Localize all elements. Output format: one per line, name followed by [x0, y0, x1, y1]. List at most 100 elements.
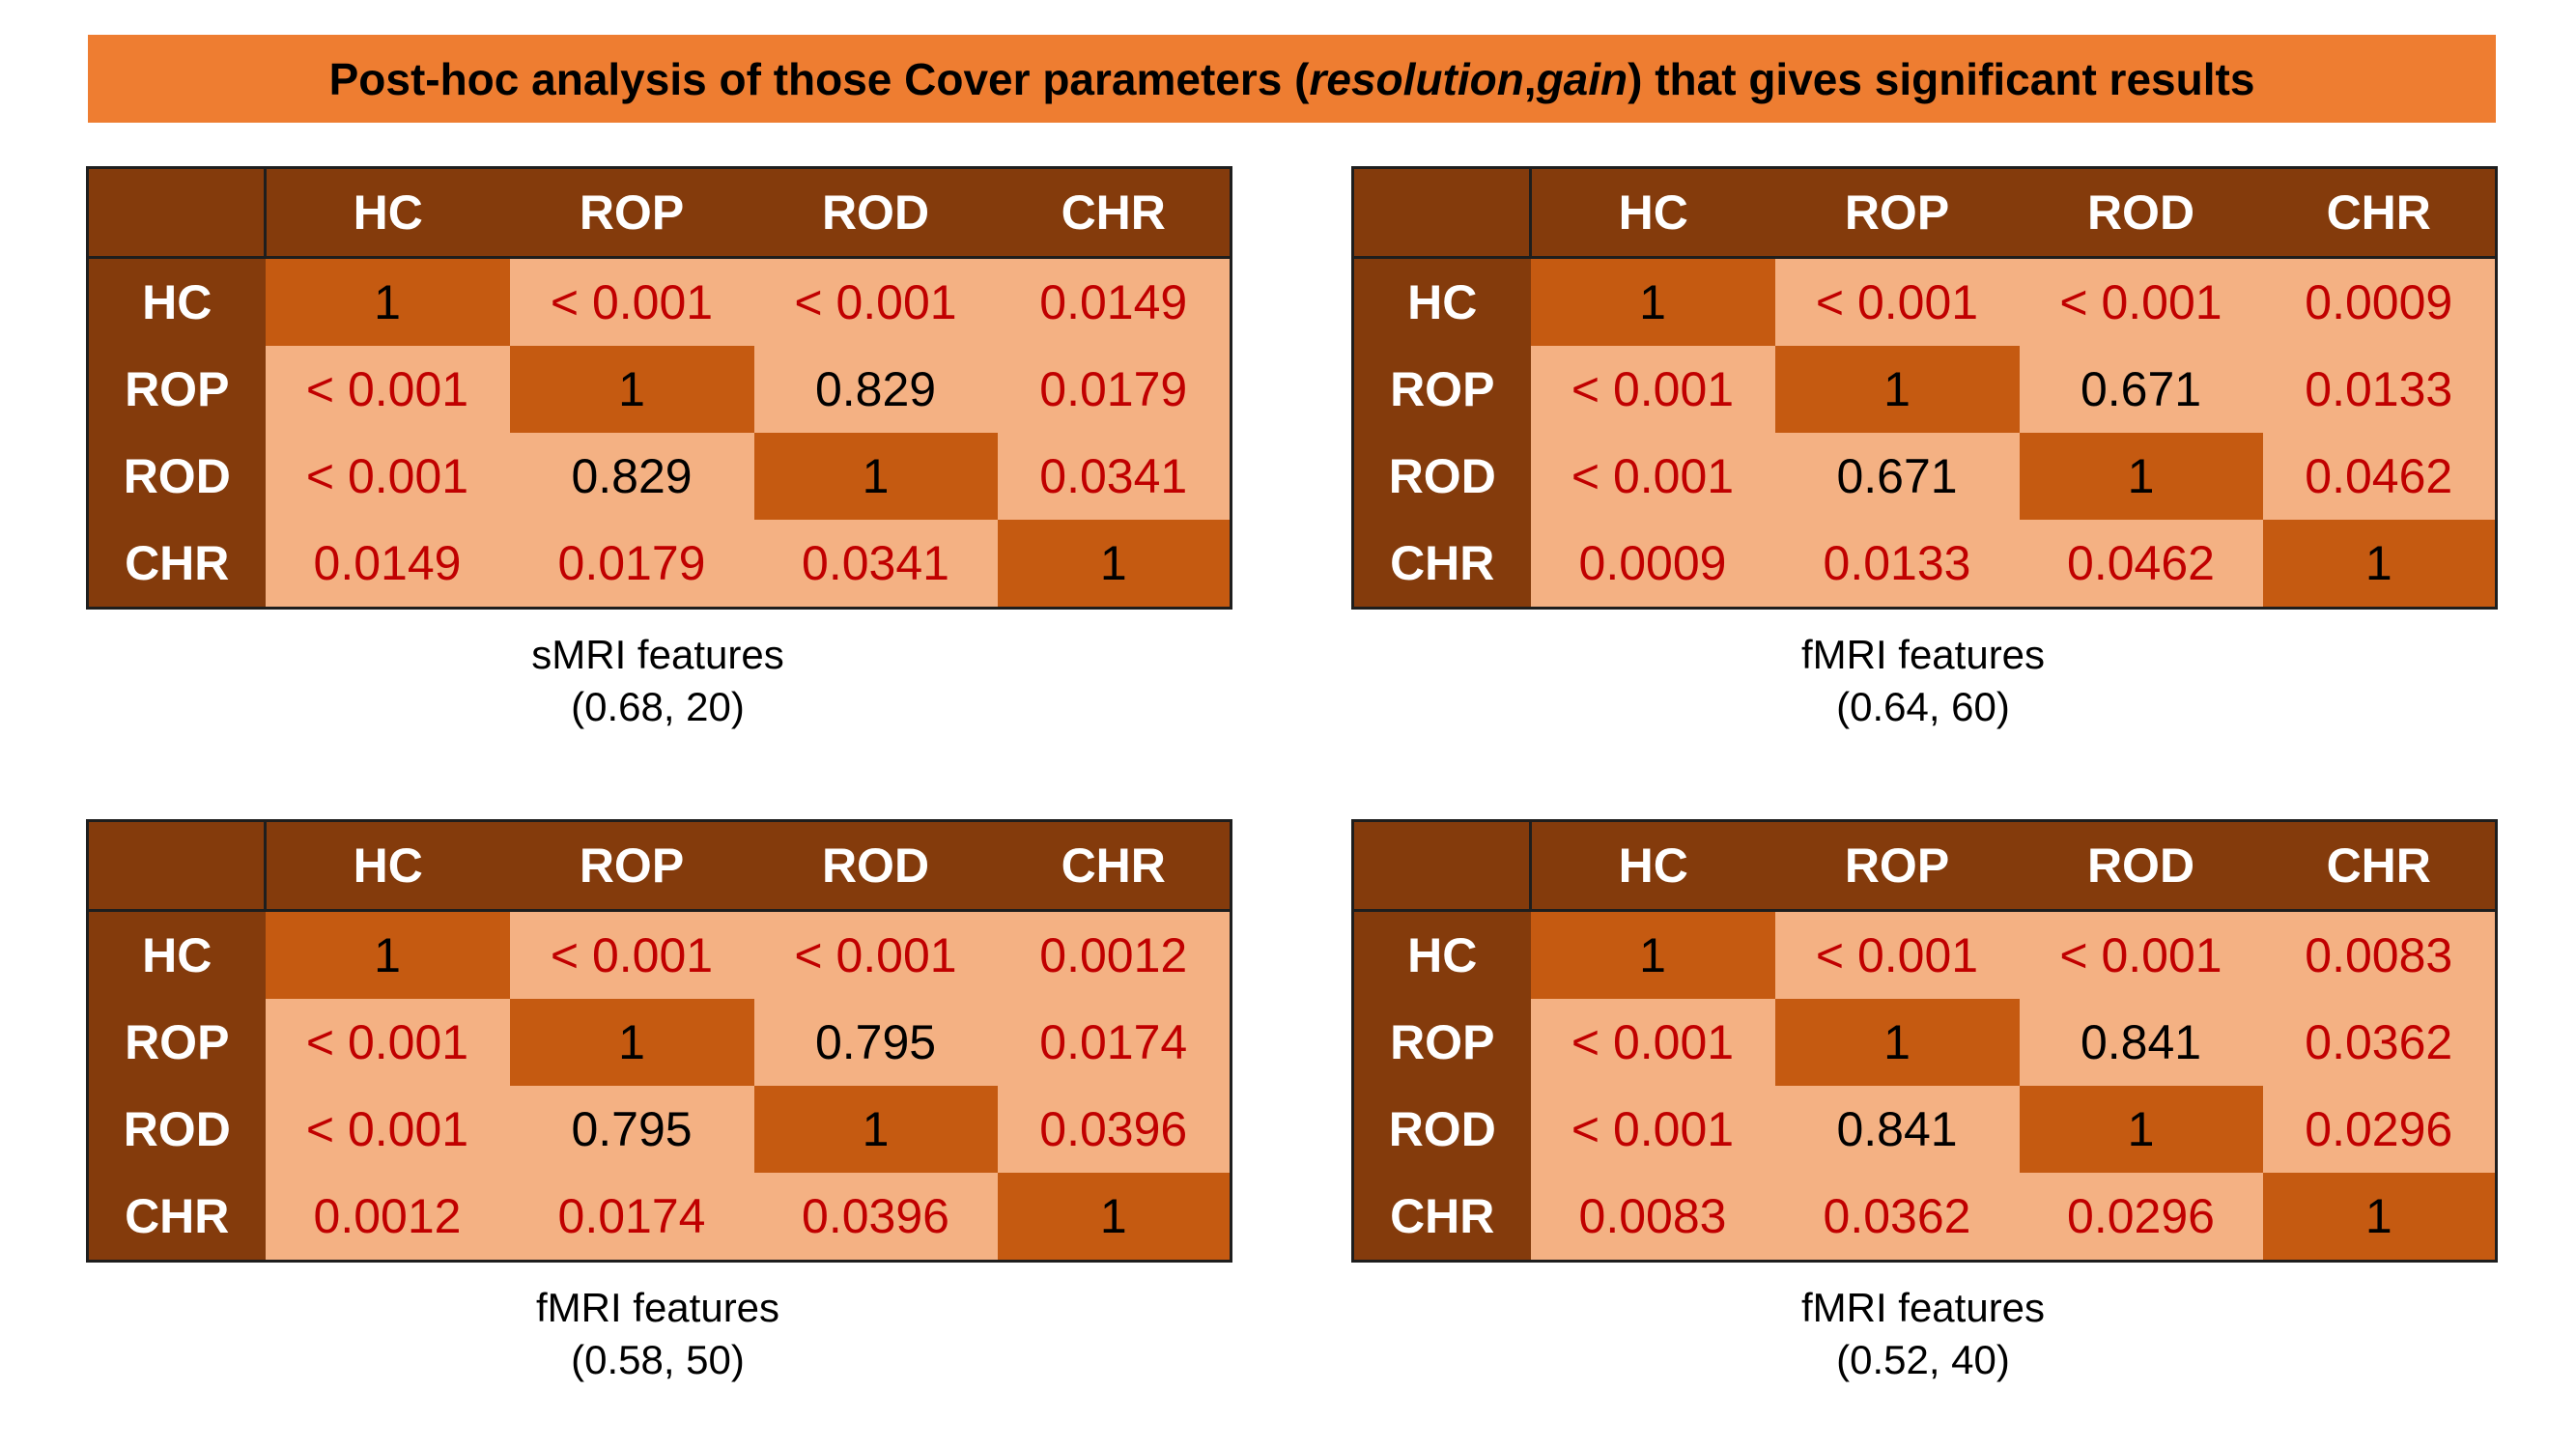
- title-banner: Post-hoc analysis of those Cover paramet…: [88, 35, 2496, 123]
- pvalue-cell: 0.0462: [2262, 433, 2497, 520]
- panel-fmri-058-50: HC ROP ROD CHR HC 1 < 0.001 < 0.001 0.0012 ROP < 0…: [86, 819, 1232, 1386]
- pvalue-cell: < 0.001: [2019, 257, 2263, 346]
- matrix-row: CHR 0.0083 0.0362 0.0296 1: [1352, 1173, 2497, 1262]
- pvalue-cell: < 0.001: [1774, 257, 2020, 346]
- pvalue-cell: 0.0341: [997, 433, 1231, 520]
- pvalue-cell: 0.671: [1774, 433, 2020, 520]
- pvalue-cell: 0.0149: [997, 257, 1231, 346]
- title-suffix: ) that gives significant results: [1628, 53, 2255, 104]
- panel-smri-068-20: HC ROP ROD CHR HC 1 < 0.001 < 0.001 0.0149 ROP < 0…: [86, 166, 1232, 733]
- column-header-chr: CHR: [997, 167, 1231, 259]
- pvalue-cell: 0.0179: [509, 520, 754, 609]
- title-param-resolution: resolution: [1309, 53, 1524, 104]
- caption-parameters: (0.64, 60): [1836, 684, 2010, 729]
- pvalue-cell: 0.0009: [2262, 257, 2497, 346]
- diagonal-cell: 1: [265, 910, 510, 999]
- panel-caption: fMRI features (0.58, 50): [86, 1282, 1230, 1386]
- matrix-row: ROP < 0.001 1 0.671 0.0133: [1352, 346, 2497, 433]
- pvalue-cell: < 0.001: [1530, 433, 1775, 520]
- column-header-rop: ROP: [1774, 167, 2020, 259]
- caption-feature-type: fMRI features: [535, 1285, 780, 1330]
- row-header-rop: ROP: [1352, 346, 1531, 433]
- matrix-corner-cell: [1352, 167, 1532, 259]
- matrix-row: HC 1 < 0.001 < 0.001 0.0083: [1352, 910, 2497, 999]
- pvalue-cell: < 0.001: [2019, 910, 2263, 999]
- diagonal-cell: 1: [2019, 433, 2263, 520]
- diagonal-cell: 1: [509, 999, 754, 1086]
- pvalue-cell: < 0.001: [753, 257, 998, 346]
- title-prefix: Post-hoc analysis of those Cover paramet…: [328, 53, 1310, 104]
- matrix-row: ROD < 0.001 0.841 1 0.0296: [1352, 1086, 2497, 1173]
- pvalue-cell: < 0.001: [509, 257, 754, 346]
- matrix-corner-cell: [87, 820, 267, 912]
- row-header-chr: CHR: [87, 520, 266, 609]
- matrix-row: ROP < 0.001 1 0.841 0.0362: [1352, 999, 2497, 1086]
- column-header-rod: ROD: [2019, 167, 2263, 259]
- pvalue-cell: 0.0133: [1774, 520, 2020, 609]
- diagonal-cell: 1: [2019, 1086, 2263, 1173]
- diagonal-cell: 1: [997, 1173, 1231, 1262]
- caption-parameters: (0.58, 50): [571, 1337, 745, 1382]
- row-header-hc: HC: [1352, 910, 1531, 999]
- column-header-rod: ROD: [753, 167, 998, 259]
- pvalue-cell: 0.795: [753, 999, 998, 1086]
- panel-caption: sMRI features (0.68, 20): [86, 629, 1230, 733]
- pvalue-cell: 0.841: [2019, 999, 2263, 1086]
- caption-parameters: (0.52, 40): [1836, 1337, 2010, 1382]
- diagonal-cell: 1: [1530, 910, 1775, 999]
- pvalue-cell: 0.0174: [509, 1173, 754, 1262]
- row-header-hc: HC: [1352, 257, 1531, 346]
- diagonal-cell: 1: [265, 257, 510, 346]
- pvalue-cell: < 0.001: [753, 910, 998, 999]
- row-header-chr: CHR: [1352, 520, 1531, 609]
- panel-fmri-064-60: HC ROP ROD CHR HC 1 < 0.001 < 0.001 0.0009 ROP < 0…: [1351, 166, 2498, 733]
- pvalue-cell: < 0.001: [509, 910, 754, 999]
- pvalue-cell: < 0.001: [1530, 346, 1775, 433]
- pvalue-cell: 0.0462: [2019, 520, 2263, 609]
- pvalue-matrix-table: HC ROP ROD CHR HC 1 < 0.001 < 0.001 0.0149 ROP < 0…: [86, 166, 1232, 610]
- caption-feature-type: fMRI features: [1800, 1285, 2046, 1330]
- matrix-corner-cell: [1352, 820, 1532, 912]
- pvalue-cell: 0.0083: [2262, 910, 2497, 999]
- column-header-rod: ROD: [2019, 820, 2263, 912]
- pvalue-cell: < 0.001: [1530, 1086, 1775, 1173]
- pvalue-cell: 0.0396: [753, 1173, 998, 1262]
- row-header-rod: ROD: [1352, 1086, 1531, 1173]
- pvalue-cell: 0.0009: [1530, 520, 1775, 609]
- matrix-row: ROP < 0.001 1 0.795 0.0174: [87, 999, 1231, 1086]
- row-header-chr: CHR: [1352, 1173, 1531, 1262]
- column-header-chr: CHR: [997, 820, 1231, 912]
- pvalue-cell: < 0.001: [265, 1086, 510, 1173]
- pvalue-cell: < 0.001: [1530, 999, 1775, 1086]
- pvalue-cell: 0.671: [2019, 346, 2263, 433]
- pvalue-cell: 0.795: [509, 1086, 754, 1173]
- pvalue-cell: 0.0083: [1530, 1173, 1775, 1262]
- pvalue-cell: 0.0012: [997, 910, 1231, 999]
- pvalue-cell: < 0.001: [265, 999, 510, 1086]
- diagonal-cell: 1: [2262, 1173, 2497, 1262]
- pvalue-cell: 0.0341: [753, 520, 998, 609]
- pvalue-cell: < 0.001: [265, 433, 510, 520]
- diagonal-cell: 1: [753, 433, 998, 520]
- pvalue-matrix-table: HC ROP ROD CHR HC 1 < 0.001 < 0.001 0.0083 ROP < 0…: [1351, 819, 2498, 1263]
- row-header-rod: ROD: [87, 433, 266, 520]
- column-header-chr: CHR: [2262, 167, 2497, 259]
- column-header-hc: HC: [265, 820, 510, 912]
- diagonal-cell: 1: [997, 520, 1231, 609]
- caption-feature-type: sMRI features: [531, 632, 784, 677]
- row-header-hc: HC: [87, 910, 266, 999]
- matrix-row: CHR 0.0012 0.0174 0.0396 1: [87, 1173, 1231, 1262]
- panel-fmri-052-40: HC ROP ROD CHR HC 1 < 0.001 < 0.001 0.0083 ROP < 0…: [1351, 819, 2498, 1386]
- matrix-row: HC 1 < 0.001 < 0.001 0.0012: [87, 910, 1231, 999]
- pvalue-cell: 0.0149: [265, 520, 510, 609]
- column-header-chr: CHR: [2262, 820, 2497, 912]
- pvalue-cell: 0.0012: [265, 1173, 510, 1262]
- diagonal-cell: 1: [1530, 257, 1775, 346]
- column-header-hc: HC: [265, 167, 510, 259]
- row-header-rod: ROD: [1352, 433, 1531, 520]
- matrix-corner-cell: [87, 167, 267, 259]
- title-separator: ,: [1523, 53, 1537, 104]
- pvalue-cell: < 0.001: [1774, 910, 2020, 999]
- column-header-rop: ROP: [509, 820, 754, 912]
- pvalue-cell: 0.0174: [997, 999, 1231, 1086]
